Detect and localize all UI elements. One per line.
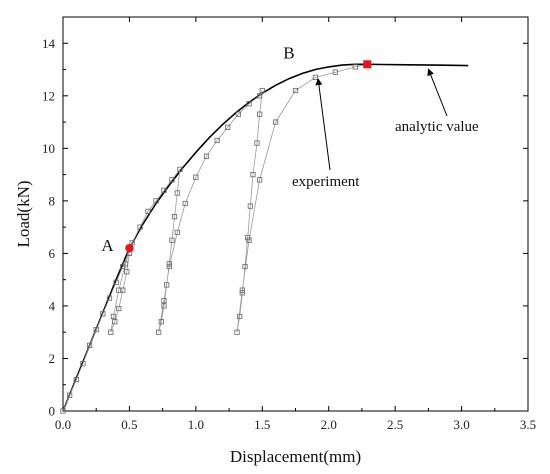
x-tick-label: 0.0: [55, 417, 71, 432]
experiment-point: [169, 177, 175, 183]
experiment-point: [177, 166, 183, 172]
experiment-point: [257, 111, 263, 117]
experiment-point: [242, 263, 248, 270]
y-tick-label: 14: [42, 36, 56, 51]
key-points-layer: AB: [101, 43, 372, 255]
experiment-point: [259, 87, 265, 94]
experiment-point: [120, 263, 126, 270]
experiment-point: [164, 282, 170, 288]
experiment-point: [203, 153, 210, 159]
experiment-point: [116, 305, 122, 312]
experiment-point: [246, 237, 252, 243]
experiment-point: [158, 319, 164, 325]
experiment-point: [246, 101, 252, 107]
point-b-marker: [363, 60, 372, 69]
experiment-point: [225, 124, 231, 130]
experiment-point: [332, 69, 338, 75]
experiment-point: [93, 326, 99, 333]
point-b-label: B: [283, 43, 294, 62]
experiment-point: [153, 198, 159, 204]
y-tick-label: 6: [49, 246, 56, 261]
experiment-point: [110, 313, 117, 320]
experiment-point: [120, 287, 126, 293]
experiment-point: [250, 171, 256, 178]
experiment-point: [292, 87, 299, 94]
experiment-point: [161, 298, 167, 304]
experiment-point: [239, 287, 245, 293]
experiment-point: [122, 261, 129, 267]
annotation-arrow: [315, 78, 331, 171]
experiment-point: [106, 295, 113, 301]
experiment-point: [166, 263, 172, 270]
x-tick-label: 2.0: [321, 417, 337, 432]
experiment-point: [166, 261, 172, 267]
experiment-point: [234, 329, 240, 335]
annotation-label: experiment: [292, 174, 360, 190]
experiment-point: [312, 74, 319, 81]
experiment-point: [257, 177, 263, 183]
experiment-point: [239, 290, 245, 296]
experiment-point: [161, 187, 167, 193]
y-tick-label: 8: [49, 193, 56, 208]
experiment-point: [137, 224, 143, 230]
experiment-point: [171, 214, 178, 220]
annotation-label: analytic value: [395, 119, 479, 135]
y-tick-label: 0: [49, 404, 56, 419]
experiment-point: [257, 93, 263, 99]
experiment-point: [86, 342, 93, 348]
experiment-point: [245, 235, 251, 241]
experiment-point: [169, 237, 175, 243]
y-tick-label: 10: [42, 141, 55, 156]
x-tick-label: 0.5: [121, 417, 137, 432]
axis-tick-labels: 0.0 0.5 1.0 1.5 2.0 2.5 3.0 3.5 0 2 4 6 8 10 12 14: [42, 36, 536, 432]
experiment-point: [112, 319, 118, 325]
experiment-point: [247, 203, 253, 209]
annotations-layer: analytic value experiment: [292, 68, 479, 190]
y-tick-label: 2: [49, 351, 56, 366]
experiment-point: [272, 119, 279, 125]
series-line-experiment: [62, 63, 369, 412]
y-tick-label: 12: [42, 88, 55, 103]
experiment-point: [113, 279, 119, 285]
x-axis-title: Displacement(mm): [230, 447, 361, 466]
experiment-point: [60, 408, 66, 414]
axis-ticks: [62, 17, 529, 412]
experiment-point: [161, 303, 167, 309]
experiment-point: [237, 313, 243, 320]
x-tick-label: 1.0: [188, 417, 204, 432]
series-layer: [60, 61, 469, 414]
experiment-point: [100, 311, 106, 317]
x-tick-label: 3.0: [453, 417, 469, 432]
x-tick-label: 3.5: [520, 417, 536, 432]
experiment-point: [174, 229, 180, 235]
experiment-point: [108, 329, 114, 335]
experiment-point: [254, 140, 260, 146]
point-a-label: A: [101, 236, 114, 255]
experiment-point: [352, 64, 358, 70]
experiment-point: [174, 190, 180, 196]
experiment-point: [182, 200, 188, 207]
experiment-point: [116, 287, 122, 293]
x-tick-label: 2.5: [387, 417, 403, 432]
experiment-point: [235, 111, 241, 117]
x-tick-label: 1.5: [254, 417, 270, 432]
experiment-point: [214, 137, 220, 144]
y-tick-label: 4: [49, 298, 56, 313]
experiment-point: [156, 329, 162, 335]
experiment-point: [193, 174, 199, 180]
annotation-arrow: [427, 68, 448, 117]
series-line-analytic: [62, 63, 469, 412]
experiment-point: [124, 269, 130, 275]
point-a-marker: [125, 243, 134, 253]
experiment-point: [80, 361, 86, 367]
y-axis-title: Load(kN): [14, 180, 33, 247]
experiment-point: [145, 208, 151, 214]
experiment-point: [67, 392, 73, 398]
experiment-point: [73, 376, 79, 383]
